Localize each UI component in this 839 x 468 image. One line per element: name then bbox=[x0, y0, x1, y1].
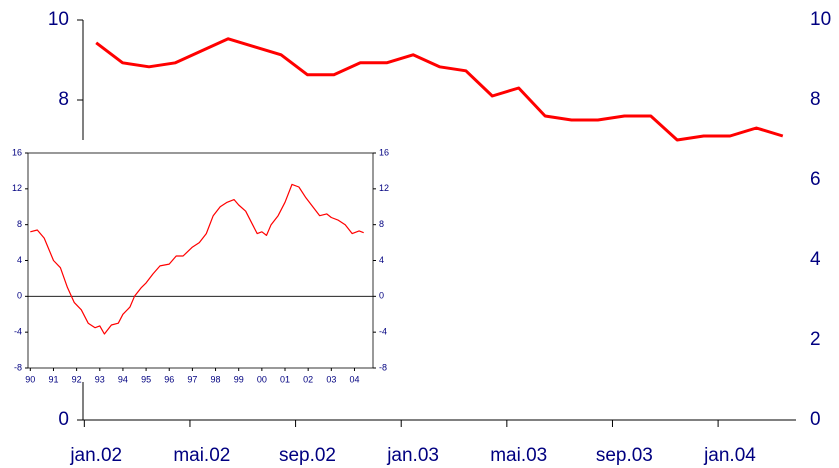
x-tick-label: 02 bbox=[303, 374, 313, 384]
x-tick-label: 94 bbox=[118, 374, 128, 384]
x-tick-label: 96 bbox=[164, 374, 174, 384]
y-tick-label: 12 bbox=[12, 183, 22, 193]
y2-tick-label: 6 bbox=[810, 169, 821, 190]
x-tick-label: 03 bbox=[326, 374, 336, 384]
y-tick-label: 10 bbox=[48, 9, 69, 30]
y-tick-label: 16 bbox=[12, 147, 22, 157]
x-tick-label: 90 bbox=[25, 374, 35, 384]
x-tick-label: 01 bbox=[280, 374, 290, 384]
y-tick-label: 0 bbox=[58, 409, 69, 430]
y-tick-label: 8 bbox=[17, 219, 22, 229]
x-tick-label: 93 bbox=[95, 374, 105, 384]
x-tick-label: 95 bbox=[141, 374, 151, 384]
x-tick-label: sep.03 bbox=[596, 445, 653, 466]
y2-tick-label: 0 bbox=[379, 291, 384, 301]
data-line bbox=[95, 37, 784, 142]
y2-tick-label: -8 bbox=[379, 362, 387, 372]
x-tick-label: jan.02 bbox=[69, 445, 122, 466]
x-tick-label: sep.02 bbox=[279, 445, 336, 466]
y-tick-label: 8 bbox=[58, 89, 69, 110]
x-tick-label: 00 bbox=[257, 374, 267, 384]
x-tick-label: 04 bbox=[349, 374, 359, 384]
y2-tick-label: 8 bbox=[810, 89, 821, 110]
data-line bbox=[30, 183, 364, 335]
y2-tick-label: 4 bbox=[810, 249, 821, 270]
x-tick-label: 99 bbox=[234, 374, 244, 384]
x-tick-label: 92 bbox=[72, 374, 82, 384]
y2-tick-label: 12 bbox=[379, 183, 389, 193]
y-tick-label: -4 bbox=[14, 327, 22, 337]
y-tick-label: -8 bbox=[14, 362, 22, 372]
y-tick-label: 4 bbox=[17, 255, 22, 265]
y2-tick-label: 4 bbox=[379, 255, 384, 265]
y2-tick-label: 10 bbox=[810, 9, 831, 30]
y-tick-label: 0 bbox=[17, 291, 22, 301]
x-tick-label: jan.04 bbox=[703, 445, 756, 466]
x-tick-label: jan.03 bbox=[386, 445, 439, 466]
y2-tick-label: 2 bbox=[810, 329, 821, 350]
x-tick-label: mai.03 bbox=[490, 445, 547, 466]
x-tick-label: 91 bbox=[48, 374, 58, 384]
inset-background bbox=[0, 140, 405, 382]
x-tick-label: 98 bbox=[211, 374, 221, 384]
y2-tick-label: 8 bbox=[379, 219, 384, 229]
y2-tick-label: -4 bbox=[379, 327, 387, 337]
x-tick-label: 97 bbox=[187, 374, 197, 384]
y2-tick-label: 0 bbox=[810, 409, 821, 430]
x-tick-label: mai.02 bbox=[173, 445, 230, 466]
y2-tick-label: 16 bbox=[379, 147, 389, 157]
